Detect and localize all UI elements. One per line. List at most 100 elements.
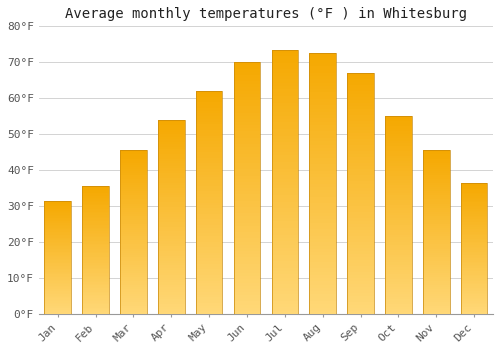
Bar [461,265,487,266]
Bar [82,201,109,202]
Bar [461,253,487,255]
Bar [82,271,109,273]
Bar [82,301,109,303]
Bar [423,199,450,202]
Bar [44,276,71,277]
Bar [348,199,374,203]
Bar [310,56,336,60]
Bar [120,259,146,261]
Bar [385,141,411,144]
Bar [158,292,184,295]
Bar [310,197,336,200]
Bar [196,264,222,267]
Bar [158,217,184,219]
Bar [120,181,146,183]
Bar [120,240,146,243]
Bar [423,195,450,197]
Bar [196,177,222,180]
Bar [272,103,298,106]
Bar [423,230,450,232]
Bar [44,206,71,208]
Bar [158,190,184,192]
Bar [234,62,260,65]
Bar [423,150,450,152]
Bar [234,223,260,226]
Bar [82,218,109,220]
Bar [196,158,222,161]
Bar [310,115,336,118]
Bar [310,174,336,177]
Bar [272,149,298,152]
Bar [234,279,260,282]
Bar [120,163,146,165]
Bar [158,166,184,168]
Bar [234,191,260,195]
Bar [44,214,71,215]
Bar [44,243,71,245]
Bar [82,225,109,226]
Bar [423,179,450,181]
Bar [272,70,298,73]
Bar [82,217,109,218]
Bar [158,156,184,159]
Bar [196,99,222,102]
Bar [385,302,411,304]
Bar [385,225,411,228]
Bar [310,272,336,275]
Bar [234,219,260,223]
Bar [196,122,222,125]
Bar [158,200,184,202]
Bar [461,207,487,209]
Bar [82,298,109,300]
Bar [310,239,336,242]
Bar [348,263,374,266]
Bar [348,227,374,230]
Bar [234,157,260,160]
Bar [310,206,336,210]
Bar [272,198,298,202]
Bar [385,146,411,148]
Bar [234,226,260,229]
Bar [82,253,109,255]
Bar [310,200,336,203]
Bar [120,212,146,214]
Bar [348,215,374,218]
Bar [196,311,222,314]
Bar [423,238,450,240]
Bar [385,205,411,208]
Bar [272,73,298,76]
Bar [234,304,260,308]
Bar [272,251,298,254]
Bar [82,196,109,197]
Bar [461,217,487,219]
Bar [385,230,411,232]
Bar [234,216,260,219]
Bar [44,259,71,260]
Bar [44,273,71,274]
Bar [385,250,411,252]
Bar [82,209,109,210]
Bar [272,165,298,169]
Bar [120,187,146,189]
Bar [234,72,260,75]
Bar [44,208,71,209]
Bar [82,284,109,285]
Bar [385,270,411,272]
Bar [272,172,298,175]
Bar [196,286,222,289]
Bar [423,263,450,265]
Bar [310,89,336,92]
Bar [158,263,184,265]
Bar [385,262,411,265]
Bar [82,236,109,237]
Bar [234,163,260,166]
Bar [272,76,298,79]
Bar [44,223,71,225]
Bar [385,265,411,267]
Bar [310,148,336,151]
Bar [348,133,374,136]
Bar [348,281,374,284]
Bar [348,184,374,188]
Bar [120,296,146,298]
Bar [158,142,184,144]
